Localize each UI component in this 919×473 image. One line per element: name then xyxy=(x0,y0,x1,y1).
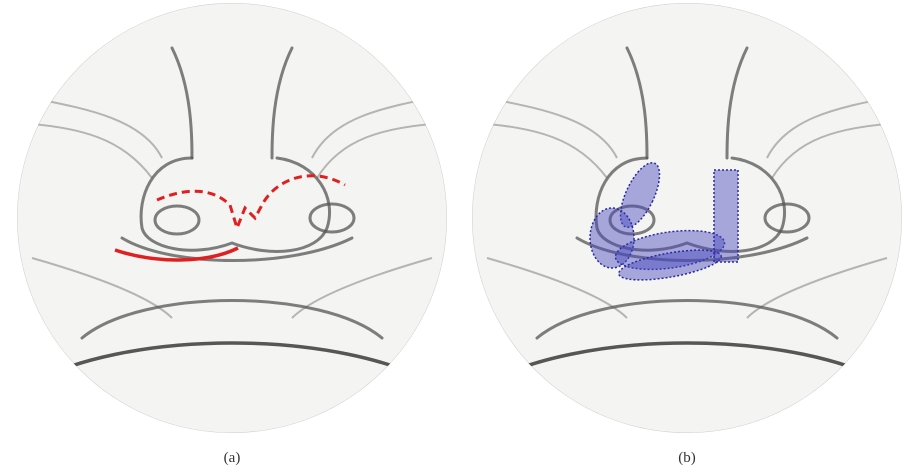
figure: (a) (b) xyxy=(0,0,919,473)
panel-label: (b) xyxy=(678,450,696,466)
panel-a-image xyxy=(17,3,447,433)
page: (a) (b) {"panels": [{"label": "(a)"}, {"… xyxy=(0,0,919,473)
flap-rect xyxy=(714,170,738,262)
panel-label: (a) xyxy=(224,450,241,466)
panel-b-image xyxy=(472,3,902,433)
